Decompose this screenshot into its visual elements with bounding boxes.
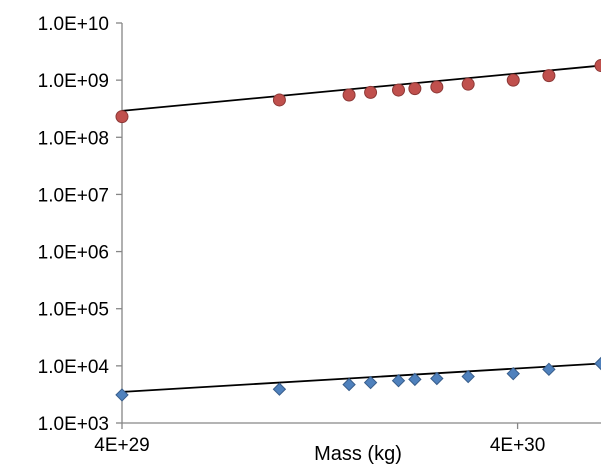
data-point-circle bbox=[272, 93, 286, 107]
y-tick-label: 1.0E+10 bbox=[38, 14, 109, 35]
y-tick-label: 1.0E+06 bbox=[38, 243, 109, 264]
data-point-diamond bbox=[408, 372, 422, 387]
y-tick-label: 1.0E+05 bbox=[38, 300, 109, 321]
x-axis-title: Mass (kg) bbox=[314, 443, 402, 465]
data-point-diamond bbox=[272, 382, 287, 396]
data-point-diamond bbox=[506, 366, 520, 381]
data-point-circle bbox=[430, 80, 444, 94]
x-tick-label: 4E+30 bbox=[490, 435, 545, 456]
data-point-circle bbox=[115, 110, 129, 124]
y-tick-label: 1.0E+08 bbox=[38, 128, 109, 149]
data-point-diamond bbox=[461, 369, 475, 384]
x-tick-label: 4E+29 bbox=[94, 435, 149, 456]
y-tick-label: 1.0E+03 bbox=[38, 414, 109, 435]
data-point-diamond bbox=[115, 388, 129, 402]
data-point-circle bbox=[542, 69, 556, 83]
trendline-1 bbox=[121, 362, 601, 393]
data-point-diamond bbox=[594, 356, 601, 371]
data-point-circle bbox=[364, 85, 378, 99]
data-point-diamond bbox=[542, 362, 556, 377]
data-point-diamond bbox=[391, 373, 406, 388]
data-point-circle bbox=[392, 83, 406, 97]
data-point-circle bbox=[461, 77, 475, 91]
data-point-circle bbox=[342, 88, 356, 102]
data-point-diamond bbox=[363, 375, 378, 390]
data-point-circle bbox=[506, 73, 520, 87]
y-tick-label: 1.0E+07 bbox=[38, 185, 109, 206]
y-tick-label: 1.0E+09 bbox=[38, 71, 109, 92]
data-point-circle bbox=[594, 59, 601, 73]
data-point-circle bbox=[408, 82, 422, 96]
y-tick-label: 1.0E+04 bbox=[38, 357, 110, 378]
data-point-diamond bbox=[342, 377, 356, 392]
trendline-0 bbox=[121, 64, 601, 112]
plot-area: 1.0E+03 1.0E+04 1.0E+05 1.0E+06 1.0E+07 1.0E+… bbox=[38, 14, 601, 456]
data-point-diamond bbox=[430, 371, 444, 386]
